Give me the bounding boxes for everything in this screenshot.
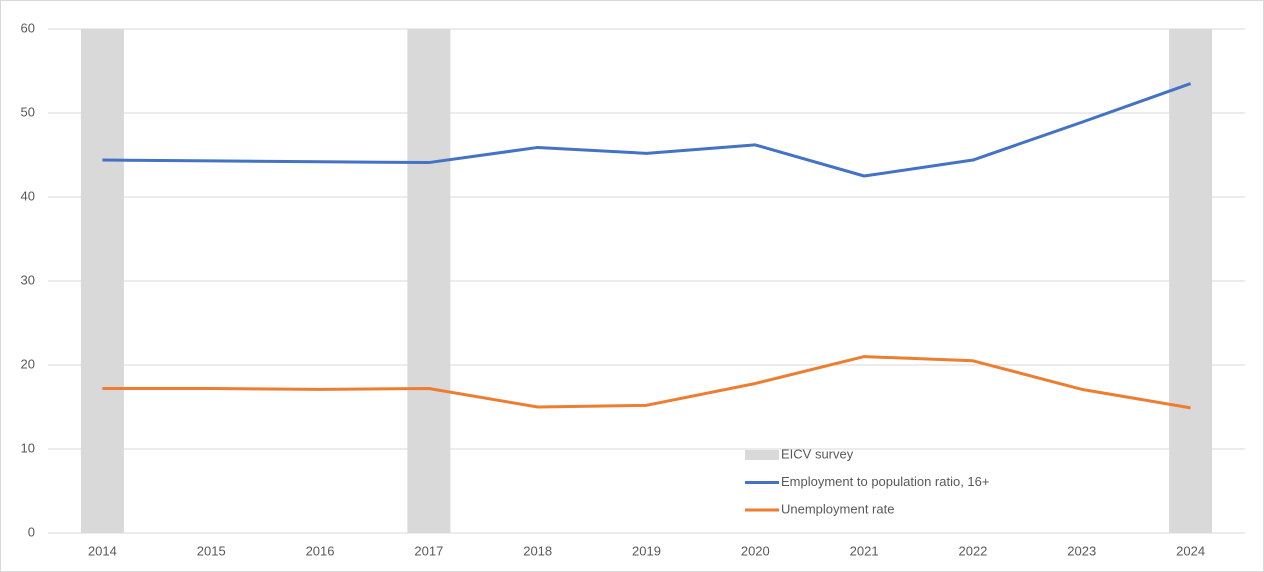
x-tick-label: 2019 [632,543,661,558]
legend-label: EICV survey [781,446,854,461]
x-tick-label: 2024 [1176,543,1205,558]
x-tick-label: 2014 [88,543,117,558]
legend-label: Unemployment rate [781,501,894,516]
x-tick-label: 2022 [958,543,987,558]
x-tick-label: 2016 [306,543,335,558]
y-tick-label: 30 [21,272,35,287]
series-line [102,82,1192,178]
survey-bar [1169,29,1213,533]
legend-label: Employment to population ratio, 16+ [781,474,990,489]
y-tick-label: 60 [21,20,35,35]
survey-bar [80,29,124,533]
x-tick-label: 2020 [741,543,770,558]
survey-bar [407,29,451,533]
x-tick-label: 2017 [414,543,443,558]
y-tick-label: 0 [28,524,35,539]
x-tick-label: 2021 [850,543,879,558]
x-tick-label: 2018 [523,543,552,558]
y-tick-label: 40 [21,188,35,203]
legend-swatch [745,450,779,460]
series-line [102,355,1191,410]
y-tick-label: 20 [21,356,35,371]
y-tick-label: 50 [21,104,35,119]
x-tick-label: 2015 [197,543,226,558]
y-tick-label: 10 [21,440,35,455]
x-tick-label: 2023 [1067,543,1096,558]
